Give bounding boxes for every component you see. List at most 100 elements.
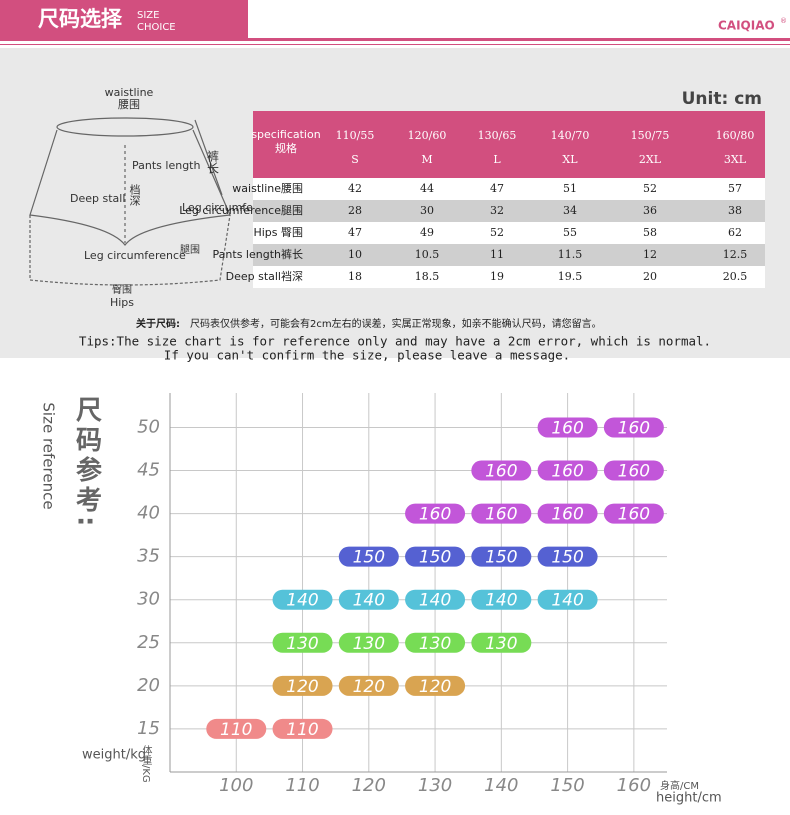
header-line [0,44,790,45]
table-cell: 58 [643,226,657,239]
row-label: Pants length裤长 [213,247,303,261]
header-line [0,38,790,41]
header-block [0,0,248,38]
unit-label: Unit: cm [682,89,762,109]
pill-label: 160 [618,462,650,482]
pill-label: 130 [419,634,451,654]
size-pill [603,503,664,524]
column-size: 3XL [724,153,747,166]
size-pill [405,675,466,696]
brand-mark: ® [780,17,787,25]
chart-title: Size reference [40,402,58,509]
diagram-label: Hips [110,296,134,309]
pill-label: 150 [551,548,583,568]
diagram-label: 臀围 [112,284,132,296]
table-row [253,266,765,288]
pill-label: 110 [286,720,318,740]
x-tick-label: 110 [285,775,319,796]
x-tick-label: 140 [484,775,518,796]
pill-label: 150 [353,548,385,568]
pill-label: 140 [419,591,451,611]
pill-label: 150 [419,548,451,568]
table-cell: 47 [490,182,504,195]
table-row [253,200,765,222]
size-pill [537,417,598,438]
table-cell: 52 [643,182,657,195]
y-tick-label: 50 [137,416,160,437]
table-cell: 51 [563,182,577,195]
size-pill [537,589,598,610]
table-cell: 12.5 [723,248,748,261]
size-pill [537,503,598,524]
pill-label: 140 [353,591,385,611]
pill-label: 160 [485,505,517,525]
header-subtitle: SIZE [137,10,159,21]
size-pill [405,632,466,653]
table-cell: 57 [728,182,742,195]
size-pill [471,632,532,653]
table-cell: 28 [348,204,362,217]
size-pill [338,632,399,653]
column-size: XL [562,153,578,166]
size-pill [206,718,267,739]
size-pill [272,589,333,610]
pill-label: 160 [618,418,650,438]
y-tick-label: 30 [137,589,160,610]
table-cell: 10 [348,248,362,261]
size-pill [537,546,598,567]
diagram-label: 腰围 [118,98,140,111]
x-tick-label: 160 [617,775,651,796]
diagram-label: Leg circumference [84,249,186,262]
size-pill [471,503,532,524]
size-pill [471,589,532,610]
x-tick-label: 130 [418,775,452,796]
table-cell: 49 [420,226,434,239]
y-tick-label: 35 [137,546,160,567]
table-cell: 30 [420,204,434,217]
pill-label: 140 [485,591,517,611]
pill-label: 120 [353,677,385,697]
x-tick-label: 150 [550,775,584,796]
row-label: Deep stall裆深 [226,270,303,283]
table-cell: 38 [728,204,742,217]
axis-label: 身高/CM [660,779,699,792]
pill-label: 160 [551,505,583,525]
y-tick-label: 40 [137,503,160,524]
table-cell: 20 [643,270,657,283]
table-row [253,244,765,266]
table-cell: 42 [348,182,362,195]
diagram-label: 档深 [128,183,141,206]
column-spec: 150/75 [631,129,670,142]
y-tick-label: 45 [137,460,160,481]
diagram-label: 裤长 [206,150,220,174]
pill-label: 160 [551,418,583,438]
column-size: M [421,153,432,166]
y-tick-label: 20 [137,675,160,696]
size-pill [405,589,466,610]
size-pill [405,503,466,524]
table-cell: 12 [643,248,657,261]
size-pill [471,546,532,567]
size-pill [537,460,598,481]
pill-label: 160 [419,505,451,525]
table-cell: 32 [490,204,504,217]
pill-label: 130 [286,634,318,654]
size-pill [471,460,532,481]
table-cell: 19.5 [558,270,583,283]
size-pill [603,417,664,438]
diagram-label: Pants length [132,159,200,172]
pill-label: 140 [286,591,318,611]
y-tick-label: 25 [137,632,160,653]
table-cell: 11.5 [558,248,583,261]
table-cell: 47 [348,226,362,239]
column-spec: 110/55 [336,129,375,142]
pill-label: 140 [551,591,583,611]
chart-title: 尺码参考: [72,396,102,530]
size-pill [603,460,664,481]
column-size: L [493,153,501,166]
tips: If you can't confirm the size, please le… [164,348,570,363]
column-spec: 140/70 [551,129,590,142]
pill-label: 150 [485,548,517,568]
pill-label: 110 [220,720,252,740]
table-cell: 19 [490,270,504,283]
